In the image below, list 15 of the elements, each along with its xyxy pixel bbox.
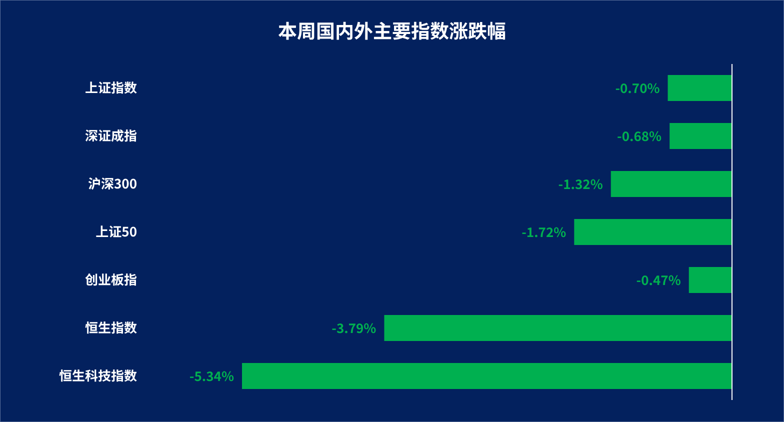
chart-title: 本周国内外主要指数涨跌幅 [278, 17, 506, 44]
y-tick-label: 上证50 [96, 222, 138, 240]
data-label: -0.47% [636, 270, 682, 289]
data-label: -1.32% [558, 174, 604, 193]
y-tick-label: 创业板指 [84, 270, 137, 288]
data-label: -1.72% [522, 222, 567, 241]
data-label: -5.34% [189, 366, 234, 385]
y-tick-label: 深证成指 [84, 126, 137, 144]
data-label: -0.70% [615, 78, 660, 97]
y-tick-label: 上证指数 [84, 78, 137, 96]
y-tick-label: 沪深300 [88, 174, 138, 192]
y-tick-label: 恒生科技指数 [58, 366, 137, 384]
data-label: -3.79% [332, 318, 377, 337]
data-label: -0.68% [617, 126, 662, 145]
y-tick-label: 恒生指数 [84, 318, 137, 336]
